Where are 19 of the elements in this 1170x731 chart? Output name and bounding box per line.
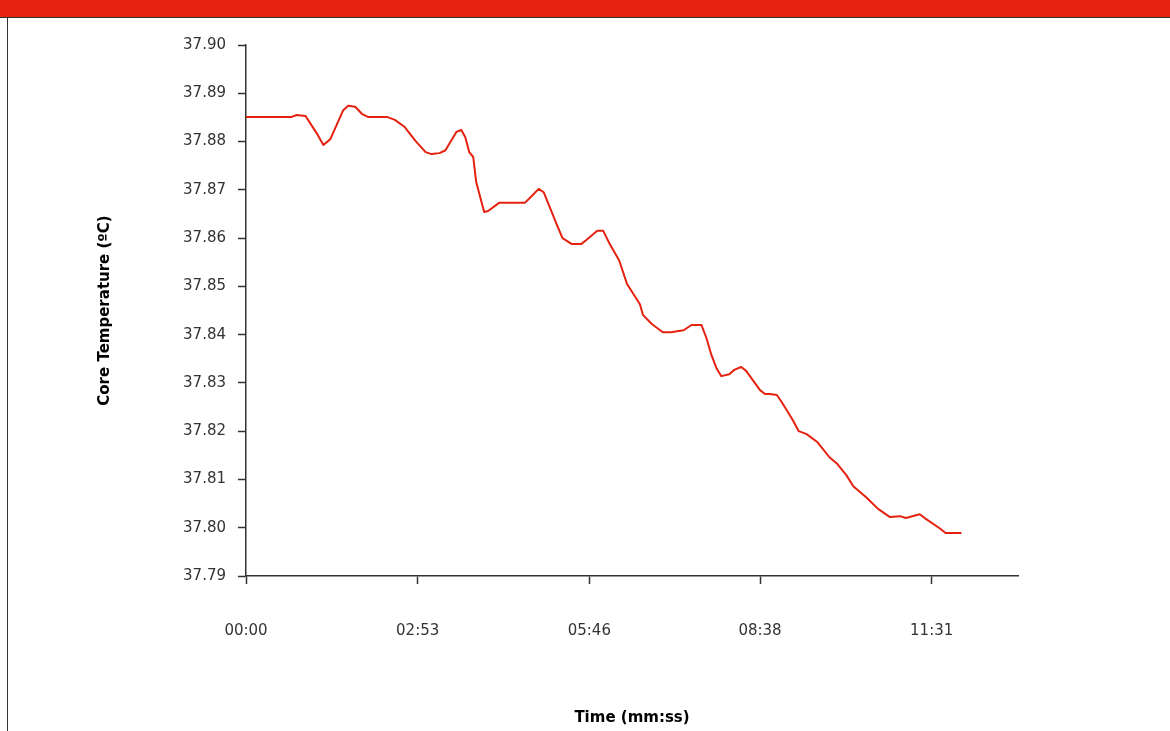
x-tick-label: 05:46 xyxy=(567,620,611,639)
y-tick-label: 37.81 xyxy=(183,469,226,488)
x-axis-title: Time (mm:ss) xyxy=(574,707,690,726)
y-tick-label: 37.82 xyxy=(183,421,226,440)
y-tick-label: 37.83 xyxy=(183,372,226,391)
y-tick-label: 37.85 xyxy=(183,276,226,295)
x-tick-label: 00:00 xyxy=(224,620,268,639)
x-tick-label: 02:53 xyxy=(396,620,440,639)
y-tick-label: 37.79 xyxy=(183,565,226,584)
x-tick-label: 11:31 xyxy=(910,620,954,639)
y-tick-label: 37.86 xyxy=(183,227,226,246)
y-axis-title: Core Temperature (ºC) xyxy=(94,215,113,406)
y-tick-label: 37.89 xyxy=(183,83,226,102)
y-tick-label: 37.80 xyxy=(183,517,226,536)
y-tick-label: 37.88 xyxy=(183,131,226,150)
x-tick-label: 08:38 xyxy=(738,620,782,639)
y-tick-label: 37.87 xyxy=(183,179,226,198)
y-tick-label: 37.84 xyxy=(183,324,226,343)
y-tick-label: 37.90 xyxy=(183,34,226,53)
